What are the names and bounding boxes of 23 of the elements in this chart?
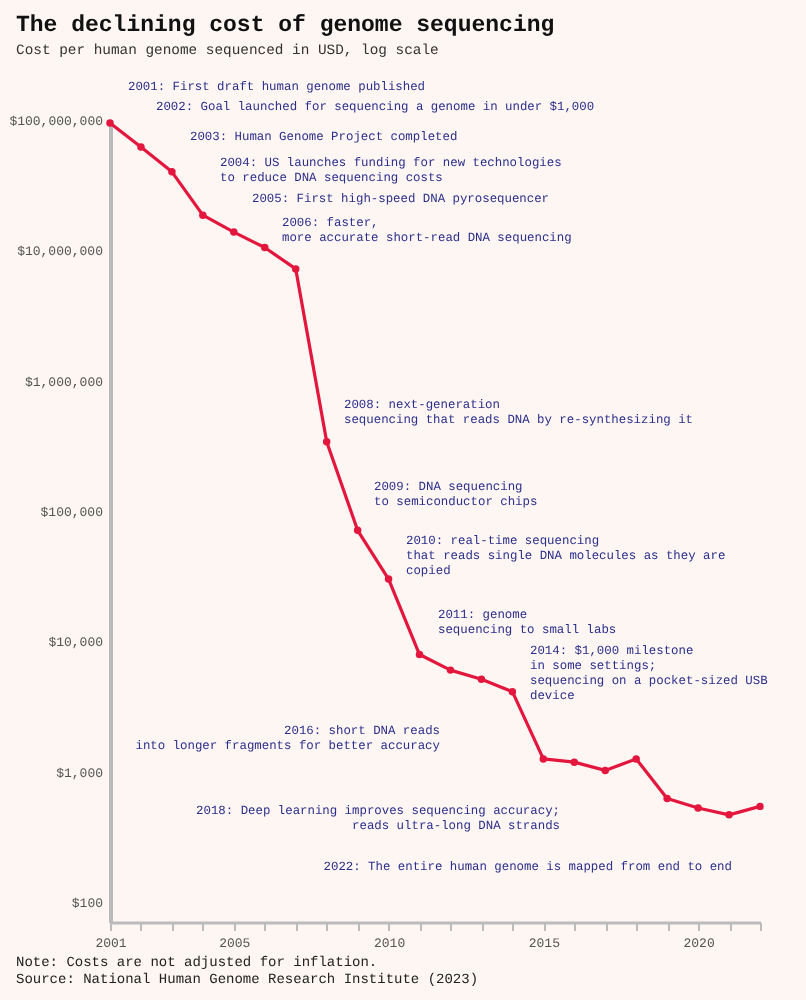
point <box>570 758 579 766</box>
point <box>291 265 300 273</box>
point <box>694 804 702 812</box>
point <box>508 687 517 696</box>
point <box>477 675 486 684</box>
point <box>384 575 393 583</box>
point <box>230 228 238 236</box>
point <box>539 755 548 763</box>
point <box>756 802 764 811</box>
point <box>353 526 362 535</box>
chart-title: The declining cost of genome sequencing <box>16 12 555 39</box>
point <box>199 211 207 219</box>
point <box>415 650 424 659</box>
point <box>632 755 640 763</box>
point <box>322 437 331 446</box>
point <box>663 794 671 803</box>
point <box>446 666 455 674</box>
point <box>137 143 145 151</box>
point <box>725 811 733 819</box>
point <box>261 243 269 252</box>
point <box>601 766 609 775</box>
point <box>168 168 176 176</box>
point <box>106 119 114 127</box>
